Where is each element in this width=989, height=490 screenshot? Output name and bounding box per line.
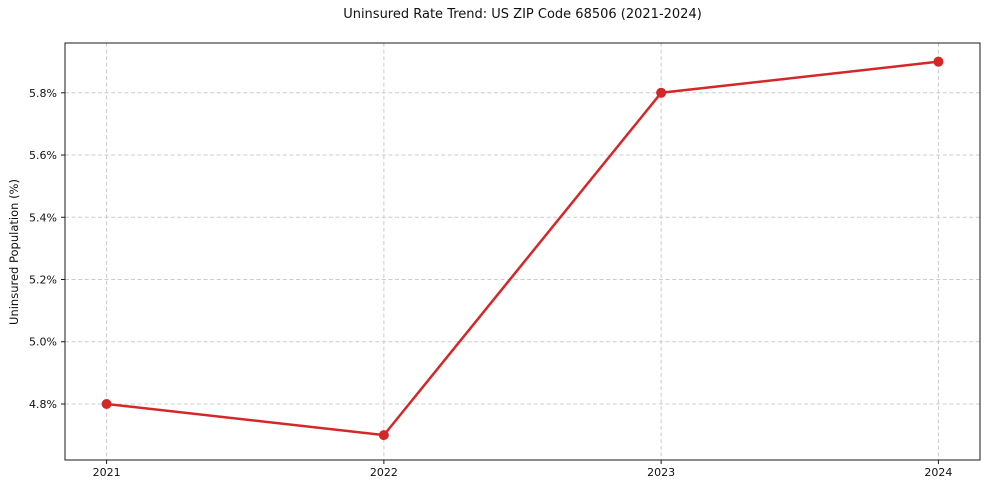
y-tick-label: 5.8%	[29, 87, 57, 100]
y-tick-label: 5.6%	[29, 149, 57, 162]
plot-border	[64, 42, 981, 461]
data-point-marker	[656, 87, 667, 98]
data-point-marker	[933, 56, 944, 67]
data-point-marker	[378, 430, 389, 441]
chart-title: Uninsured Rate Trend: US ZIP Code 68506 …	[343, 7, 702, 22]
y-tick-label: 5.0%	[29, 336, 57, 349]
trend-line	[106, 60, 939, 437]
x-tick-label: 2021	[93, 466, 121, 479]
y-tick-label: 5.2%	[29, 274, 57, 287]
data-point-marker	[101, 398, 112, 409]
y-tick-label: 4.8%	[29, 398, 57, 411]
x-tick-label: 2022	[370, 466, 398, 479]
x-tick-label: 2024	[924, 466, 952, 479]
x-tick-label: 2023	[647, 466, 675, 479]
y-tick-label: 5.4%	[29, 211, 57, 224]
